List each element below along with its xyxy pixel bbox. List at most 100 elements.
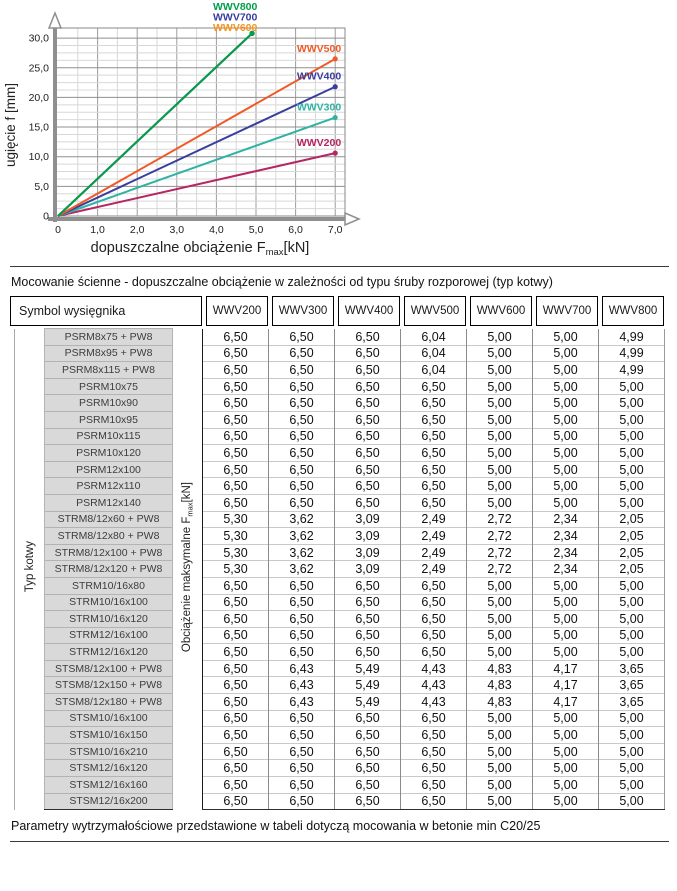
load-value-cell: 3,09 — [334, 543, 401, 561]
load-value-cell: 6,50 — [202, 328, 269, 346]
load-value-cell: 2,05 — [598, 543, 665, 561]
series-endpoint-WWV500 — [332, 56, 338, 62]
load-value-cell: 5,00 — [466, 643, 533, 661]
load-value-cell: 5,00 — [532, 493, 599, 512]
load-value-cell: 6,50 — [268, 726, 335, 744]
max-load-label-unit: [kN] — [180, 481, 193, 502]
load-value-cell: 6,50 — [202, 477, 269, 495]
load-value-cell: 6,50 — [202, 693, 269, 711]
load-value-cell: 6,50 — [400, 394, 467, 412]
y-tick-label: 5,0 — [34, 181, 49, 193]
table-row: STSM8/12x100 + PW8 6,50 6,43 5,49 4,43 4,83 4,… — [15, 659, 665, 678]
table-row: STSM8/12x180 + PW8 6,50 6,43 5,49 4,43 4,83 4,… — [15, 693, 665, 711]
load-value-cell: 6,50 — [268, 493, 335, 512]
load-value-cell: 5,00 — [532, 792, 599, 811]
load-value-cell: 5,00 — [598, 576, 665, 594]
load-value-cell: 5,00 — [598, 759, 665, 777]
load-value-cell: 5,00 — [466, 610, 533, 628]
y-tick-label: 25,0 — [29, 62, 50, 74]
row-label: STRM12/16x120 — [44, 643, 173, 661]
load-value-cell: 6,50 — [334, 361, 401, 379]
row-label: PSRM10x120 — [44, 444, 173, 462]
load-value-cell: 3,62 — [268, 510, 335, 528]
row-label: STRM8/12x120 + PW8 — [44, 560, 173, 578]
load-value-cell: 6,50 — [268, 709, 335, 727]
load-value-cell: 5,30 — [202, 527, 269, 545]
row-label: STSM10/16x150 — [44, 726, 173, 744]
load-value-cell: 6,50 — [400, 593, 467, 611]
load-value-cell: 5,00 — [466, 344, 533, 362]
load-value-cell: 6,04 — [400, 344, 467, 362]
load-value-cell: 6,50 — [202, 377, 269, 395]
y-tick-label: 20,0 — [29, 92, 50, 104]
load-value-cell: 5,00 — [532, 593, 599, 611]
load-value-cell: 5,00 — [532, 377, 599, 395]
load-value-cell: 6,50 — [400, 643, 467, 661]
load-value-cell: 3,62 — [268, 560, 335, 578]
row-label: STSM8/12x180 + PW8 — [44, 693, 173, 711]
table-row: STSM10/16x210 6,50 6,50 6,50 6,50 5,00 5,00 5,0… — [15, 742, 665, 761]
column-header-WWV600: WWV600 — [470, 296, 532, 326]
load-value-cell: 5,00 — [466, 776, 533, 794]
y-axis-title: ugięcie f [mm] — [3, 83, 18, 167]
y-axis-arrow — [47, 10, 63, 29]
load-value-cell: 6,50 — [202, 344, 269, 362]
load-value-cell: 5,00 — [598, 410, 665, 429]
load-value-cell: 2,05 — [598, 560, 665, 578]
load-value-cell: 5,00 — [532, 410, 599, 429]
load-value-cell: 6,50 — [334, 626, 401, 644]
load-value-cell: 6,50 — [268, 410, 335, 429]
load-value-cell: 6,50 — [334, 394, 401, 412]
load-value-cell: 6,50 — [202, 742, 269, 760]
row-label: STSM8/12x100 + PW8 — [44, 659, 173, 678]
load-value-cell: 2,34 — [532, 527, 599, 545]
load-value-cell: 5,00 — [532, 626, 599, 644]
load-value-cell: 5,00 — [466, 410, 533, 429]
row-label: PSRM8x75 + PW8 — [44, 328, 173, 346]
column-header-WWV700: WWV700 — [536, 296, 598, 326]
y-tick-label: 0 — [43, 211, 49, 223]
load-value-cell: 5,00 — [598, 742, 665, 760]
load-value-cell: 6,50 — [202, 493, 269, 512]
anchor-table-body: Typ kotwy PSRM8x75 + PW8 Obciążenie maksym… — [14, 328, 665, 811]
column-header-WWV300: WWV300 — [272, 296, 334, 326]
load-value-cell: 3,09 — [334, 510, 401, 528]
load-value-cell: 5,00 — [598, 460, 665, 478]
load-value-cell: 5,00 — [532, 643, 599, 661]
row-label: PSRM12x110 — [44, 477, 173, 495]
table-row: STRM10/16x120 6,50 6,50 6,50 6,50 5,00 5,00 5,0… — [15, 610, 665, 628]
row-label: STSM10/16x100 — [44, 709, 173, 728]
load-value-cell: 4,83 — [466, 693, 533, 711]
load-value-cell: 4,43 — [400, 676, 467, 694]
load-value-cell: 4,17 — [532, 659, 599, 677]
max-load-label-prefix: Obciążenie maksymalne F — [180, 516, 193, 652]
load-value-cell: 2,72 — [466, 560, 533, 578]
table-row: STSM10/16x100 6,50 6,50 6,50 6,50 5,00 5,00 5,0… — [15, 709, 665, 728]
load-value-cell: 6,50 — [202, 427, 269, 445]
load-value-cell: 6,43 — [268, 659, 335, 677]
load-value-cell: 6,50 — [202, 709, 269, 727]
load-value-cell: 5,00 — [598, 427, 665, 445]
row-label: PSRM8x115 + PW8 — [44, 361, 173, 379]
table-row: STRM8/12x100 + PW8 5,30 3,62 3,09 2,49 2,72 2,… — [15, 543, 665, 562]
load-value-cell: 6,50 — [334, 759, 401, 777]
table-row: PSRM8x95 + PW8 6,50 6,50 6,50 6,04 5,00 5,00 4,… — [15, 344, 665, 363]
row-label: STRM12/16x100 — [44, 626, 173, 645]
load-value-cell: 6,50 — [334, 460, 401, 478]
load-value-cell: 5,00 — [466, 742, 533, 760]
row-label: PSRM10x95 — [44, 410, 173, 429]
load-value-cell: 3,62 — [268, 527, 335, 545]
table-caption: Mocowanie ścienne - dopuszczalne obciąże… — [11, 275, 553, 289]
load-value-cell: 6,50 — [400, 726, 467, 744]
load-value-cell: 6,50 — [400, 460, 467, 478]
gridlines — [55, 28, 345, 216]
load-value-cell: 6,50 — [334, 377, 401, 395]
load-value-cell: 6,50 — [268, 427, 335, 445]
load-value-cell: 3,09 — [334, 527, 401, 545]
table-row: PSRM10x75 6,50 6,50 6,50 6,50 5,00 5,00 5,00 — [15, 377, 665, 396]
load-value-cell: 6,50 — [334, 493, 401, 512]
load-value-cell: 2,72 — [466, 510, 533, 528]
load-value-cell: 2,05 — [598, 510, 665, 528]
load-value-cell: 6,50 — [268, 742, 335, 760]
table-header-row: Symbol wysięgnika WWV200 WWV300 WWV400 WWV5… — [10, 296, 677, 326]
